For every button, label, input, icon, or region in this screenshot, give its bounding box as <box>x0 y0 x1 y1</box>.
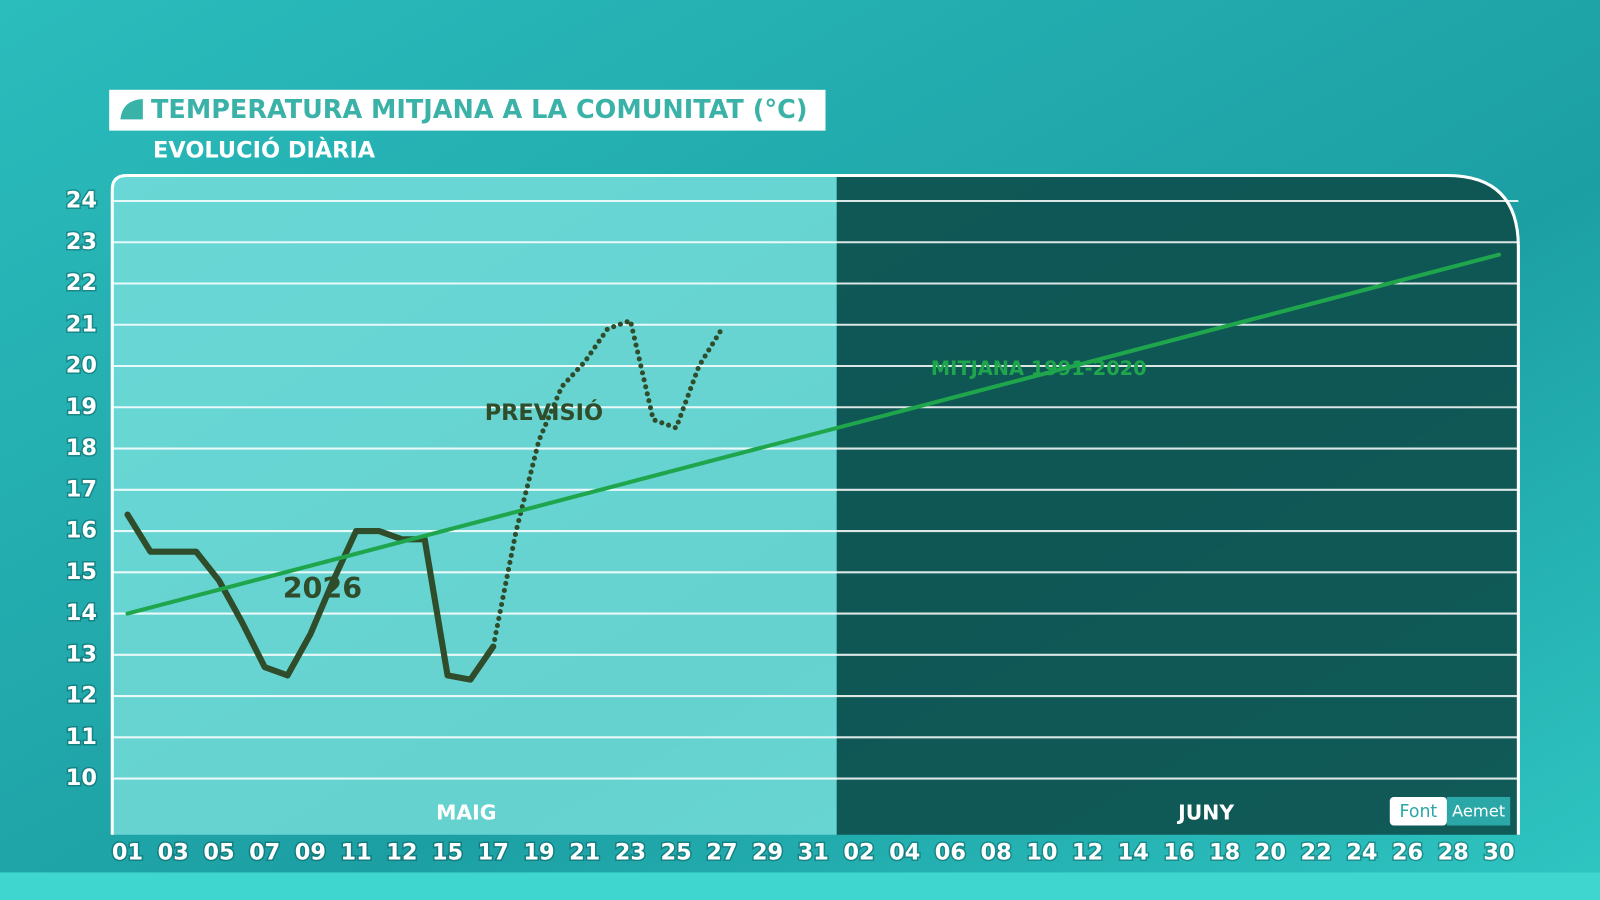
source-label-box <box>1389 796 1447 826</box>
x-tick-label: 23 <box>615 840 646 866</box>
chart-subtitle: EVOLUCIÓ DIÀRIA <box>153 136 376 164</box>
y-tick-label: 15 <box>66 559 97 585</box>
month-label: MAIG <box>436 800 496 824</box>
x-tick-label: 22 <box>1301 840 1332 866</box>
x-tick-label: 29 <box>752 840 783 866</box>
y-tick-label: 24 <box>66 188 97 214</box>
month-label: JUNY <box>1176 800 1234 824</box>
x-tick-label: 09 <box>295 840 326 866</box>
series-label: PREVISIÓ <box>485 398 603 426</box>
x-tick-label: 06 <box>935 840 966 866</box>
y-tick-label: 22 <box>66 270 97 296</box>
title-icon <box>120 98 143 120</box>
y-tick-label: 23 <box>66 229 97 255</box>
x-tick-label: 07 <box>249 840 280 866</box>
x-tick-label: 04 <box>889 840 920 866</box>
x-tick-label: 14 <box>1118 840 1149 866</box>
panel-may <box>112 175 837 835</box>
x-tick-label: 30 <box>1483 840 1514 866</box>
panel-june <box>836 175 1519 835</box>
x-tick-label: 02 <box>843 840 874 866</box>
x-tick-label: 15 <box>432 840 463 866</box>
x-tick-label: 25 <box>661 840 692 866</box>
x-tick-label: 19 <box>523 840 554 866</box>
chart-title: TEMPERATURA MITJANA A LA COMUNITAT (°C) <box>151 95 807 125</box>
x-tick-label: 03 <box>158 840 189 866</box>
x-tick-label: 05 <box>203 840 234 866</box>
x-tick-label: 11 <box>341 840 372 866</box>
x-tick-label: 27 <box>706 840 737 866</box>
title-box <box>109 89 826 131</box>
x-tick-label: 28 <box>1438 840 1469 866</box>
x-tick-label: 01 <box>112 840 143 866</box>
source-value-box <box>1446 796 1511 826</box>
x-tick-label: 21 <box>569 840 600 866</box>
x-tick-label: 20 <box>1255 840 1286 866</box>
y-tick-label: 13 <box>66 641 97 667</box>
y-tick-label: 18 <box>66 435 97 461</box>
series-line <box>125 252 1502 616</box>
series-label: MITJANA 1991-2020 <box>931 357 1147 380</box>
y-tick-label: 20 <box>66 353 97 379</box>
source-value: Aemet <box>1452 802 1505 821</box>
x-tick-label: 12 <box>1072 840 1103 866</box>
y-tick-label: 16 <box>66 518 97 544</box>
source-label: Font <box>1400 802 1438 822</box>
series-label: 2026 <box>283 571 363 605</box>
y-tick-label: 11 <box>66 724 97 750</box>
x-tick-label: 17 <box>478 840 509 866</box>
y-tick-label: 10 <box>66 765 97 791</box>
y-tick-label: 12 <box>66 683 97 709</box>
y-tick-label: 21 <box>66 311 97 337</box>
series-line <box>490 318 725 650</box>
x-tick-label: 12 <box>386 840 417 866</box>
y-tick-label: 14 <box>66 600 97 626</box>
x-tick-label: 16 <box>1163 840 1194 866</box>
x-tick-label: 10 <box>1026 840 1057 866</box>
x-tick-label: 31 <box>798 840 829 866</box>
panel-border <box>110 173 1520 835</box>
y-tick-label: 17 <box>66 476 97 502</box>
x-tick-label: 24 <box>1346 840 1377 866</box>
y-tick-label: 19 <box>66 394 97 420</box>
x-tick-label: 18 <box>1209 840 1240 866</box>
x-tick-label: 08 <box>981 840 1012 866</box>
bottom-band <box>0 872 1600 900</box>
series-line <box>124 511 497 683</box>
x-tick-label: 26 <box>1392 840 1423 866</box>
